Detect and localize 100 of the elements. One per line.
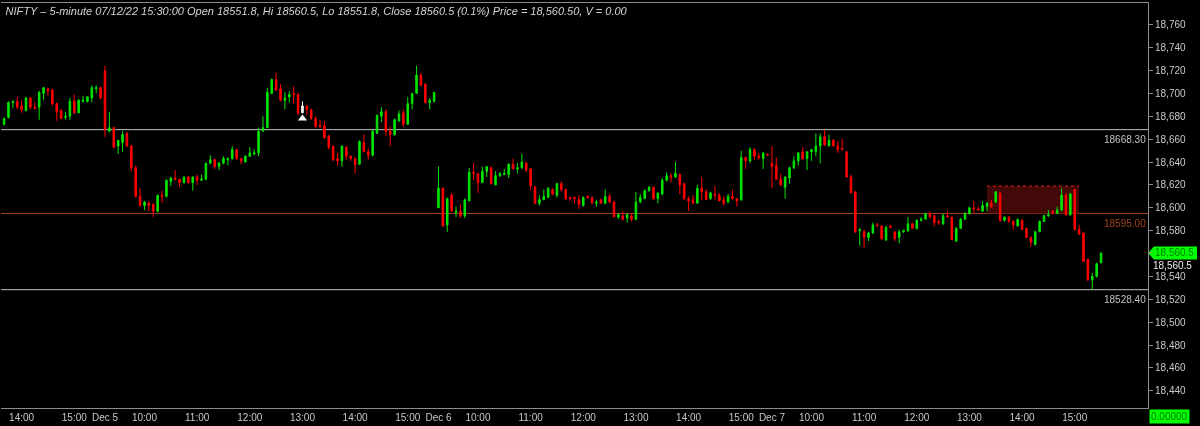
candlestick bbox=[1060, 187, 1063, 212]
candlestick bbox=[880, 224, 883, 241]
x-tick-label: 15:00 bbox=[395, 412, 421, 423]
candlestick bbox=[757, 152, 761, 161]
candlestick bbox=[432, 91, 436, 104]
candlestick bbox=[358, 139, 361, 165]
candlestick bbox=[1016, 218, 1019, 227]
candlestick bbox=[454, 206, 458, 218]
candlestick bbox=[147, 200, 151, 212]
candlestick bbox=[182, 176, 186, 185]
ref-line-label: 18595.00 bbox=[1104, 218, 1147, 229]
candlestick bbox=[29, 96, 32, 110]
candlestick bbox=[459, 203, 462, 219]
candlestick bbox=[191, 176, 195, 192]
candlestick bbox=[805, 151, 809, 171]
candlestick bbox=[696, 184, 699, 204]
x-tick-label: 12:00 bbox=[570, 412, 597, 423]
candlestick bbox=[441, 186, 445, 227]
candlestick bbox=[928, 210, 932, 219]
candlestick bbox=[99, 86, 102, 100]
candlestick bbox=[906, 216, 910, 233]
candlestick bbox=[472, 162, 475, 181]
y-tick-label: 18,720 bbox=[1155, 65, 1187, 76]
candlestick bbox=[726, 193, 730, 204]
candlestick bbox=[744, 155, 747, 170]
candlestick bbox=[595, 199, 598, 208]
candlestick bbox=[634, 191, 638, 221]
candlestick bbox=[301, 100, 304, 114]
candlestick bbox=[331, 145, 335, 162]
y-tick-label: 18,580 bbox=[1155, 225, 1187, 237]
y-tick-label: 18,440 bbox=[1155, 385, 1187, 397]
candlestick bbox=[195, 174, 199, 186]
candlestick bbox=[976, 206, 980, 211]
candlestick bbox=[827, 134, 831, 147]
x-tick-label: 14:00 bbox=[676, 412, 702, 423]
x-tick-label: 10:00 bbox=[465, 412, 491, 423]
candlestick bbox=[814, 132, 818, 157]
y-tick-label: 18,460 bbox=[1155, 362, 1187, 374]
candlestick bbox=[384, 108, 388, 137]
candlestick bbox=[678, 172, 682, 195]
candlestick bbox=[700, 176, 704, 201]
x-tick-label: Dec 6 bbox=[425, 412, 452, 423]
candlestick bbox=[858, 227, 861, 247]
candlestick bbox=[494, 170, 497, 186]
candlestick bbox=[823, 129, 826, 147]
candlestick bbox=[520, 153, 524, 170]
y-tick-label: 18,520 bbox=[1155, 293, 1187, 305]
x-tick-label: 12:00 bbox=[904, 412, 930, 423]
y-tick-label: 18,620 bbox=[1155, 179, 1187, 191]
x-tick-label: 14:00 bbox=[342, 412, 369, 423]
candlestick bbox=[1007, 216, 1011, 224]
candlestick bbox=[915, 218, 919, 231]
candlestick bbox=[445, 196, 449, 233]
candlestick bbox=[608, 193, 611, 204]
candlestick bbox=[226, 156, 230, 166]
x-tick-label: 13:00 bbox=[289, 412, 316, 423]
candlestick bbox=[257, 127, 260, 157]
candlestick bbox=[393, 118, 396, 137]
candlestick bbox=[854, 191, 857, 234]
text: 0.00000 bbox=[1151, 411, 1188, 422]
y-tick-label: 18,680 bbox=[1155, 110, 1187, 122]
candlestick bbox=[397, 110, 401, 123]
candlestick bbox=[37, 90, 41, 121]
candlestick bbox=[603, 188, 607, 205]
y-tick-label: 18,560.5 bbox=[1155, 247, 1195, 259]
candlestick bbox=[112, 126, 116, 149]
candlestick bbox=[568, 196, 572, 202]
candlestick bbox=[599, 198, 603, 204]
x-tick-label: 14:00 bbox=[9, 412, 35, 423]
x-tick-label: 14:00 bbox=[1009, 412, 1036, 423]
candlestick bbox=[200, 174, 203, 181]
candlestick bbox=[68, 97, 72, 121]
candlestick bbox=[463, 198, 467, 219]
candlestick bbox=[590, 195, 594, 204]
candlestick bbox=[704, 188, 708, 201]
x-tick-label: 15:00 bbox=[728, 412, 755, 423]
candlestick bbox=[73, 94, 76, 115]
ref-line-label: 18528.40 bbox=[1104, 294, 1147, 305]
candlestick bbox=[643, 188, 646, 200]
candlestick bbox=[845, 151, 848, 179]
candlestick bbox=[573, 195, 576, 204]
candlestick bbox=[511, 158, 515, 170]
candlestick bbox=[59, 108, 63, 120]
candlestick bbox=[402, 108, 405, 128]
y-tick-label: 18,500 bbox=[1155, 316, 1187, 328]
candlestick bbox=[1069, 192, 1072, 217]
candlestick bbox=[753, 147, 756, 161]
x-tick-label: 11:00 bbox=[851, 412, 877, 423]
candlestick bbox=[797, 152, 800, 166]
y-tick-label: 18,480 bbox=[1155, 339, 1187, 351]
candlestick bbox=[371, 129, 374, 157]
x-tick-label: 15:00 bbox=[1062, 412, 1088, 423]
candlestick bbox=[138, 187, 142, 208]
candlestick bbox=[748, 146, 752, 164]
candlestick bbox=[985, 201, 989, 212]
candlestick bbox=[1051, 210, 1055, 215]
candlestick bbox=[108, 111, 111, 133]
y-tick-label: 18,660 bbox=[1155, 133, 1187, 145]
candlestick bbox=[691, 194, 695, 204]
x-tick-label: Dec 7 bbox=[758, 412, 786, 423]
